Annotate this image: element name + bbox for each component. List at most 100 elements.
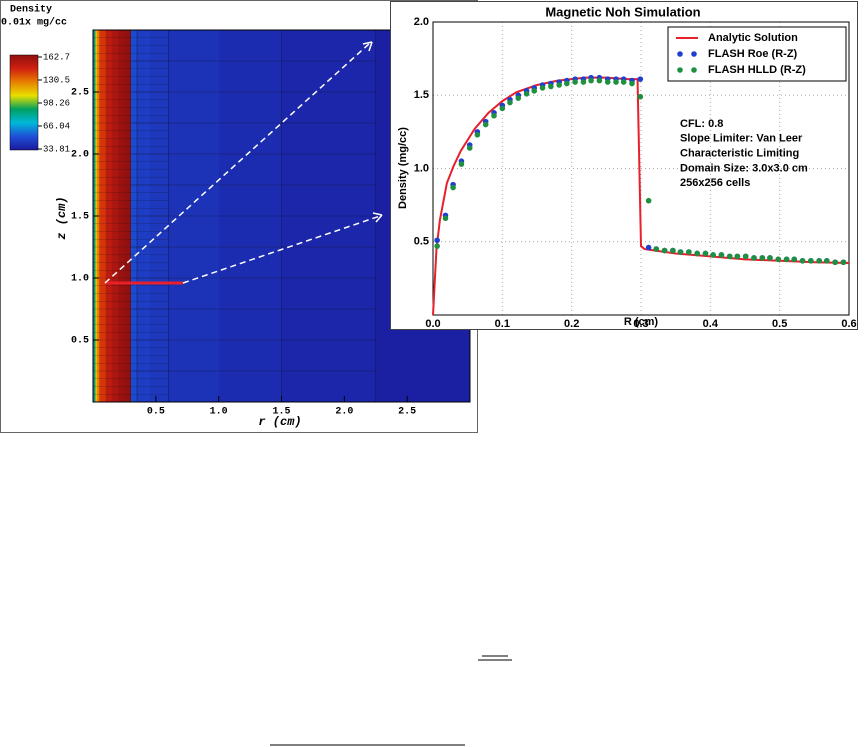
data-point [491, 112, 497, 119]
colorbar-tick-label: 33.81 [43, 144, 70, 154]
data-point [515, 95, 522, 101]
plot-border [432, 21, 850, 316]
x-tick-label: 0.0 [425, 318, 440, 330]
data-point [710, 252, 716, 258]
data-point [791, 256, 798, 263]
data-point [466, 145, 473, 151]
data-point [661, 247, 668, 254]
density-band [124, 30, 131, 402]
colorbar-tick-label: 162.7 [43, 52, 70, 62]
y-tick-label: 2.0 [71, 150, 89, 161]
data-point [531, 88, 538, 94]
x-tick-label: 0.3 [633, 318, 648, 330]
legend-swatch [677, 67, 683, 73]
data-point [482, 121, 489, 128]
legend-swatch [677, 51, 683, 57]
x-tick-label: 1.5 [272, 407, 290, 418]
y-tick-label: 0.5 [71, 336, 89, 347]
data-point [645, 244, 652, 251]
data-point [620, 79, 627, 85]
data-point [458, 161, 465, 167]
colorbar-tick-label: 66.04 [43, 121, 70, 131]
colorbar-title: Density [10, 4, 52, 16]
data-point [775, 256, 782, 263]
data-point [588, 77, 594, 84]
data-point [580, 79, 587, 85]
x-tick-label: 2.5 [398, 407, 416, 418]
y-axis-label: z (cm) [55, 196, 69, 239]
x-tick-label: 1.0 [210, 407, 228, 418]
y-tick-label: 1.5 [414, 89, 429, 101]
data-point [564, 80, 570, 87]
data-point [523, 90, 530, 97]
annotation: Slope Limiter: Van Leer [680, 133, 803, 145]
y-tick-label: 1.0 [414, 162, 429, 174]
legend-label: Analytic Solution [708, 32, 798, 44]
data-point [824, 257, 830, 264]
annotation: 256x256 cells [680, 177, 750, 189]
density-plot: 0.5 1.0 1.5 2.0 2.5 0.5 1.0 1.5 2.0 2.5 r (cm) z (c… [1, 4, 471, 429]
y-axis-label: Density (mg/cc) [397, 127, 409, 209]
data-point [499, 105, 506, 112]
overlay [104, 41, 383, 285]
data-point [832, 259, 838, 266]
annotation: Domain Size: 3.0x3.0 cm [680, 162, 808, 174]
data-point [677, 249, 684, 255]
data-point [539, 85, 546, 91]
data-point [718, 252, 725, 258]
x-tick-label: 0.5 [147, 407, 165, 418]
data-point [604, 79, 611, 85]
arrow-head [362, 41, 373, 52]
inset-plot: Magnetic Noh Simulation 0.0 0.1 0.2 0.3 0.4 0.… [397, 4, 857, 329]
data-point [686, 249, 692, 255]
colorbar-tick-label: 130.5 [43, 75, 70, 85]
x-tick-label: 2.0 [335, 407, 353, 418]
annotation: Characteristic Limiting [680, 148, 799, 160]
chart-title: Magnetic Noh Simulation [545, 4, 700, 19]
y-tick-label: 2.0 [414, 16, 429, 28]
data-point [808, 257, 814, 264]
data-point [474, 132, 481, 138]
data-point [751, 255, 757, 261]
legend-swatch [691, 51, 697, 57]
data-point [556, 82, 562, 88]
data-point [629, 80, 635, 87]
data-point [507, 99, 513, 106]
y-tick-label: 1.0 [71, 274, 89, 285]
legend-label: FLASH Roe (R-Z) [708, 48, 798, 60]
data-point [840, 259, 847, 266]
legend-swatch [691, 67, 697, 73]
density-band [105, 30, 113, 402]
x-tick-label: 0.4 [703, 318, 719, 330]
colorbar [9, 54, 39, 151]
density-band [118, 30, 125, 402]
data-point [434, 237, 440, 244]
data-point [742, 253, 749, 260]
data-point [548, 83, 554, 90]
data-point [783, 256, 790, 263]
legend-box [667, 26, 847, 82]
data-point [694, 250, 700, 257]
data-point [726, 253, 733, 260]
colorbar-units: 0.01x mg/cc [1, 17, 67, 29]
density-band [99, 30, 106, 402]
data-point [442, 215, 449, 222]
data-point [434, 243, 440, 249]
density-band [111, 30, 119, 402]
data-point [645, 197, 652, 204]
y-tick-label: 2.5 [71, 88, 89, 99]
y-tick-label: 0.5 [414, 236, 429, 248]
x-tick-label: 0.6 [841, 318, 856, 330]
legend-label: FLASH HLLD (R-Z) [708, 64, 806, 76]
analytic-line [432, 76, 850, 316]
data-point [596, 77, 603, 84]
data-point [759, 255, 766, 261]
x-tick-label: 0.1 [495, 318, 510, 330]
arrow-head [372, 212, 383, 223]
data-point [670, 247, 676, 254]
colorbar-tick-label: 98.26 [43, 98, 70, 108]
annotation: CFL: 0.8 [680, 118, 723, 130]
x-axis-label: R (cm) [624, 316, 659, 328]
y-tick-label: 1.5 [71, 212, 89, 223]
